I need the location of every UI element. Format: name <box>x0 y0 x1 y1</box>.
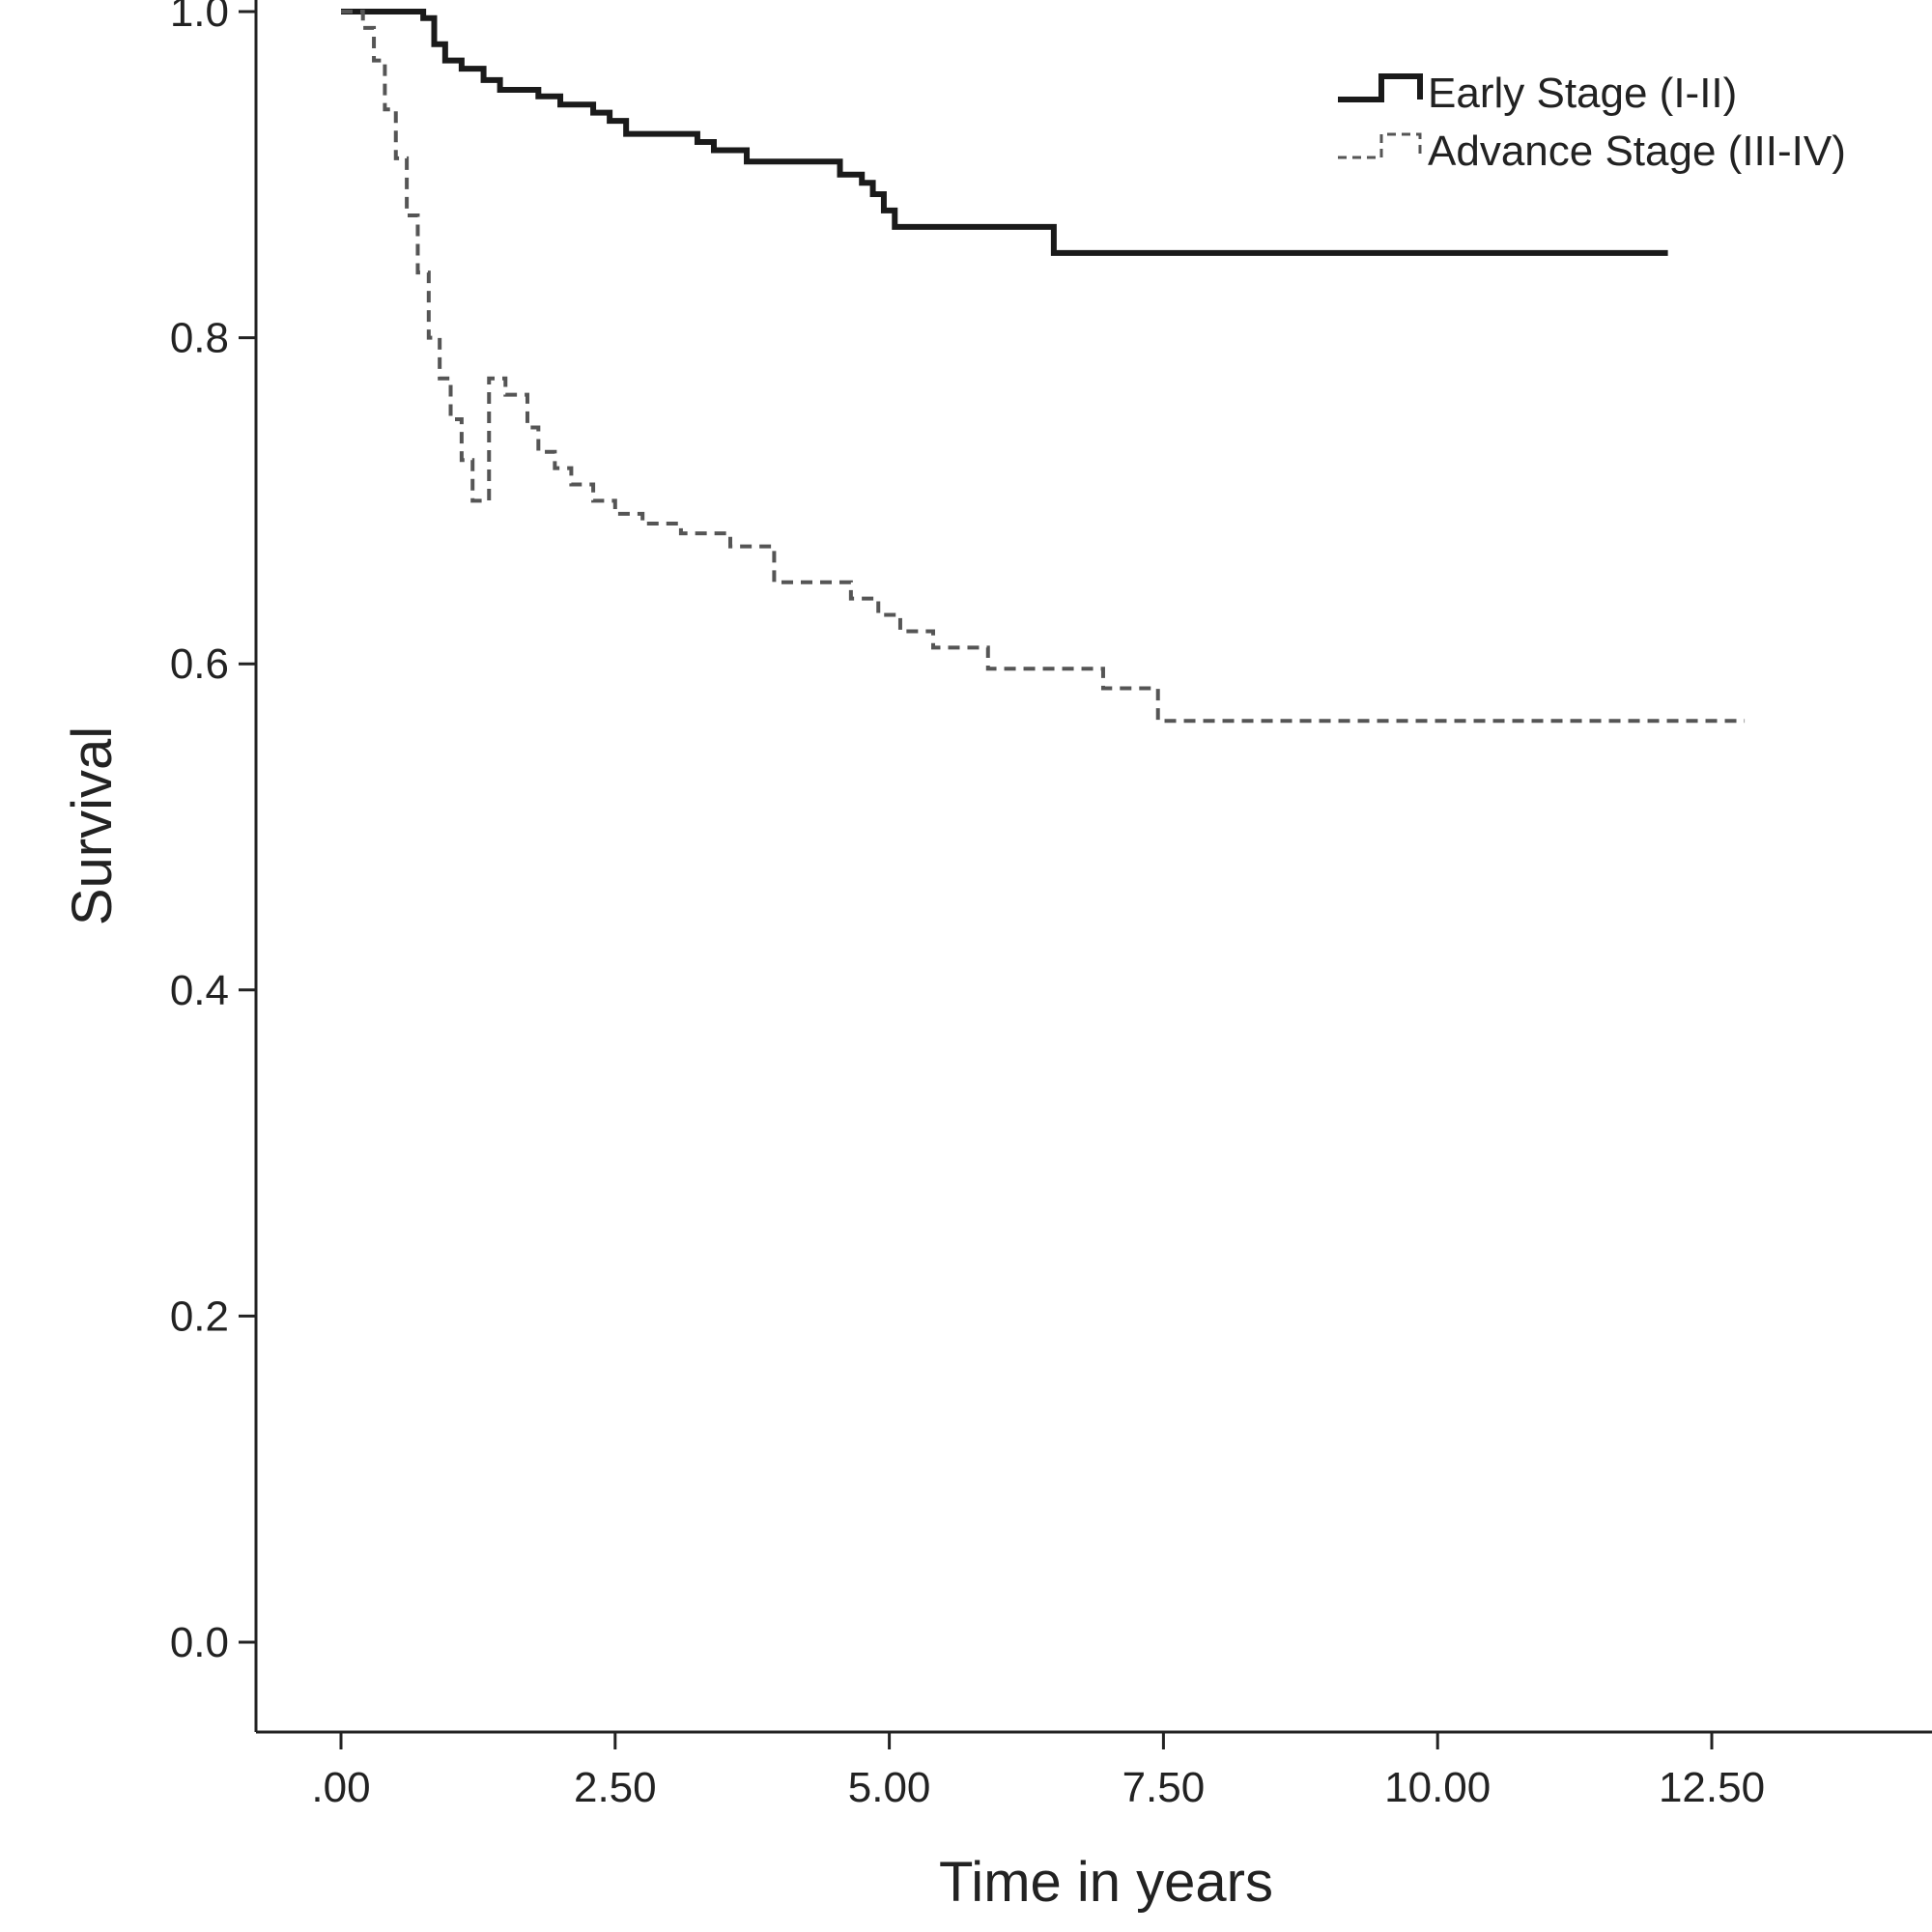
series-line-early-stage <box>341 9 1668 256</box>
x-axis-title: Time in years <box>939 1851 1273 1914</box>
legend: Early Stage (I-II) Advance Stage (III-IV) <box>1338 70 1846 175</box>
y-tick-label: 0.6 <box>170 640 229 688</box>
series-line-advance-stage <box>341 10 1746 724</box>
x-tick-label: 7.50 <box>1122 1764 1206 1811</box>
y-tick-label: 0.8 <box>170 315 229 362</box>
y-tick-label: 0.2 <box>170 1293 229 1340</box>
legend-label-advance-stage: Advance Stage (III-IV) <box>1428 128 1846 175</box>
y-axis-title: Survival <box>61 726 124 925</box>
legend-label-early-stage: Early Stage (I-II) <box>1428 70 1737 117</box>
legend-swatch-advance-stage <box>1338 132 1422 159</box>
x-tick-label: 12.50 <box>1659 1764 1765 1811</box>
axes: 0.0 0.2 0.4 0.6 0.8 1.0 .00 2.50 5.00 7.50 10.00 12… <box>170 0 1932 1811</box>
plot-area <box>341 9 1746 724</box>
y-tick-label: 1.0 <box>170 0 229 36</box>
x-tick-label: 5.00 <box>848 1764 931 1811</box>
x-tick-label: 10.00 <box>1384 1764 1491 1811</box>
legend-swatch-early-stage <box>1338 73 1423 102</box>
y-tick-label: 0.4 <box>170 967 229 1014</box>
x-tick-label: 2.50 <box>574 1764 657 1811</box>
y-tick-label: 0.0 <box>170 1619 229 1666</box>
x-tick-label: .00 <box>311 1764 370 1811</box>
